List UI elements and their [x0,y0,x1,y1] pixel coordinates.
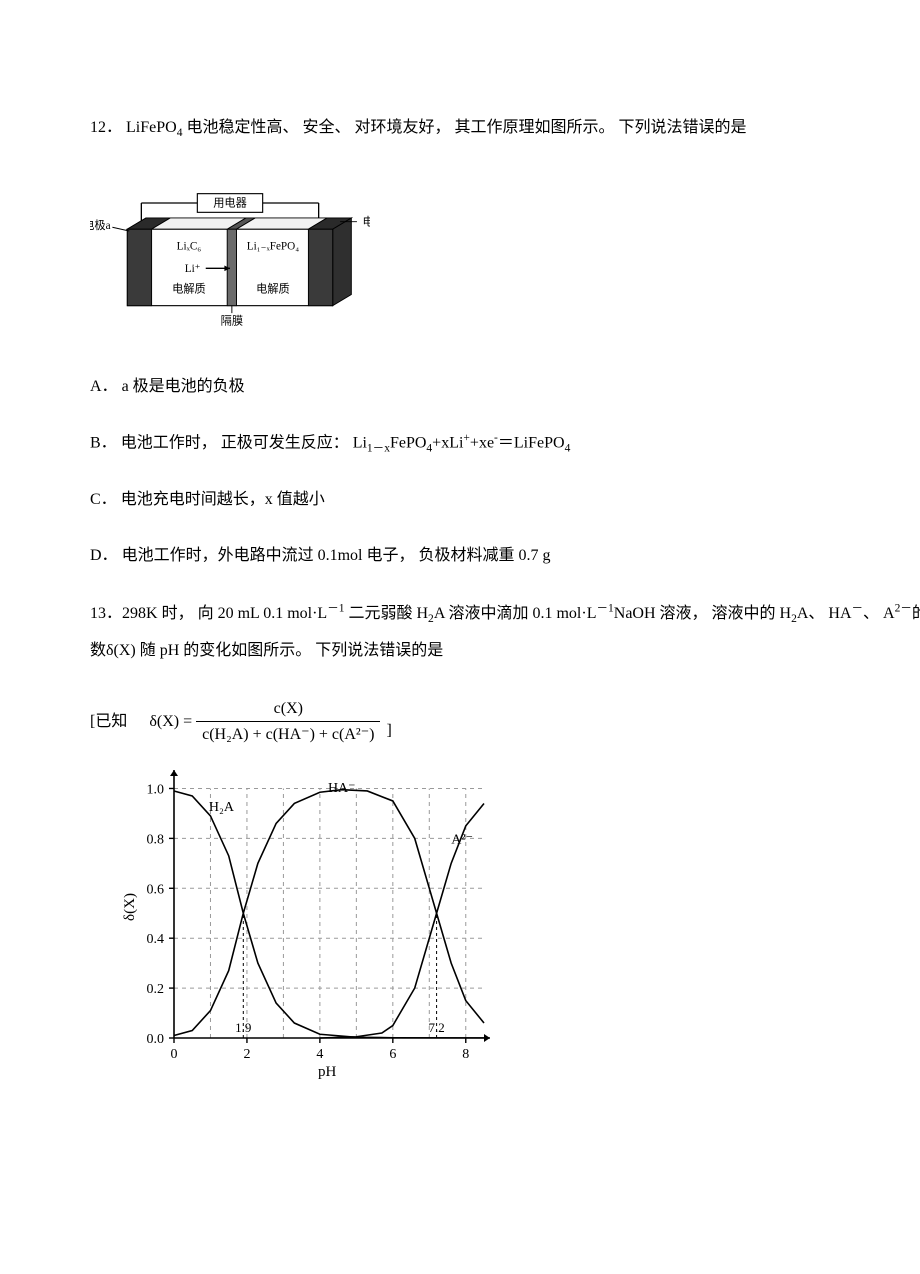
q12-number: 12． [90,119,122,136]
q13-sup3: － [852,603,864,615]
svg-text:8: 8 [462,1047,469,1062]
delta-chart: 0 2 4 6 8 0.0 0.2 0.4 0.6 0.8 1.0 1.9 7.2 pH δ(X) H₂A HA… [116,762,496,1082]
known-prefix: [已知 [90,709,127,735]
q12-option-a: A． a 极是电池的负极 [90,371,920,403]
svg-text:0.0: 0.0 [147,1032,165,1047]
opt-c-text: 电池充电时间越长，x 值越小 [121,491,325,508]
q12-stem: 12． LiFePO4 电池稳定性高、 安全、 对环境友好， 其工作原理如图所示… [90,110,920,147]
membrane-label: 隔膜 [221,314,243,327]
left-formula: LiₓC₆ [177,240,202,252]
q12-option-c: C． 电池充电时间越长，x 值越小 [90,484,920,516]
opt-b-t3: +xLi [432,434,463,451]
right-formula: Li₁₋ₓFePO₄ [247,240,299,252]
opt-b-t1: 电池工作时， 正极可发生反应： Li [121,434,367,451]
appliance-label: 用电器 [213,196,247,209]
svg-text:4: 4 [316,1047,323,1062]
q13-s1: 298K 时， 向 20 mL 0.1 mol·L [122,605,327,622]
q13-sup2: －1 [596,603,613,615]
frac-den: c(H₂A) + c(HA⁻) + c(A²⁻) [196,722,380,748]
q12-option-b: B． 电池工作时， 正极可发生反应： Li1－xFePO4+xLi++xe-＝L… [90,427,920,461]
svg-text:0.6: 0.6 [147,882,165,897]
q13-sup1: －1 [327,603,344,615]
battery-svg: 用电器 电极a 电极b LiₓC₆ Li₁₋ₓFePO₄ Li⁺ 电解质 电解质… [90,175,370,343]
opt-b-t5: ＝LiFePO [498,434,565,451]
svg-text:1.9: 1.9 [235,1020,251,1035]
battery-diagram: 用电器 电极a 电极b LiₓC₆ Li₁₋ₓFePO₄ Li⁺ 电解质 电解质… [90,175,370,343]
opt-b-sub3: 4 [565,442,571,454]
chart-svg: 0 2 4 6 8 0.0 0.2 0.4 0.6 0.8 1.0 1.9 7.2 pH δ(X) H₂A HA… [116,762,496,1082]
li-ion-label: Li⁺ [185,263,201,275]
opt-b-label: B． [90,434,117,451]
frac-num: c(X) [268,696,309,722]
svg-text:A²⁻: A²⁻ [451,832,473,847]
opt-b-t4: +xe [470,434,494,451]
q12-stem-a: LiFePO [126,119,177,136]
electrode-b-label: 电极b [363,214,370,228]
fraction: c(X) c(H₂A) + c(HA⁻) + c(A²⁻) [196,696,380,748]
opt-b-t2: FePO [390,434,426,451]
svg-text:7.2: 7.2 [428,1020,444,1035]
opt-c-label: C． [90,491,117,508]
svg-text:HA⁻: HA⁻ [328,781,356,796]
q13-s6: 、 A [863,605,895,622]
q12-stem-b: 电池稳定性高、 安全、 对环境友好， 其工作原理如图所示。 下列说法错误的是 [182,119,746,136]
opt-d-label: D． [90,547,118,564]
opt-b-sub1: 1－x [367,442,390,454]
q13-s5: A、 HA [797,605,852,622]
q12-option-d: D． 电池工作时，外电路中流过 0.1mol 电子， 负极材料减重 0.7 g [90,540,920,572]
delta-lhs: δ(X) = [149,709,192,735]
svg-text:6: 6 [389,1047,396,1062]
q13-number: 13． [90,605,122,622]
svg-text:0: 0 [171,1047,178,1062]
svg-text:H₂A: H₂A [209,800,235,815]
svg-text:0.4: 0.4 [147,932,165,947]
opt-a-label: A． [90,378,118,395]
known-suffix: ] [386,718,391,744]
svg-text:0.8: 0.8 [147,832,165,847]
q13-stem: 13．298K 时， 向 20 mL 0.1 mol·L－1 二元弱酸 H2A … [90,596,920,668]
q13-s3: A 溶液中滴加 0.1 mol·L [434,605,597,622]
opt-a-text: a 极是电池的负极 [122,378,245,395]
opt-d-text: 电池工作时，外电路中流过 0.1mol 电子， 负极材料减重 0.7 g [122,547,551,564]
q13-sup4: 2－ [895,603,912,615]
svg-text:2: 2 [243,1047,250,1062]
electrolyte-right: 电解质 [256,281,290,295]
svg-text:pH: pH [318,1064,337,1080]
q13-s2: 二元弱酸 H [344,605,428,622]
q13-s4: NaOH 溶液， 溶液中的 H [614,605,791,622]
q13-known-formula: [已知 δ(X) = c(X) c(H₂A) + c(HA⁻) + c(A²⁻)… [90,696,920,748]
electrolyte-left: 电解质 [172,281,206,295]
svg-text:δ(X): δ(X) [122,893,138,921]
svg-text:0.2: 0.2 [147,982,165,997]
electrode-a-label: 电极a [90,218,111,232]
svg-text:1.0: 1.0 [147,782,165,797]
